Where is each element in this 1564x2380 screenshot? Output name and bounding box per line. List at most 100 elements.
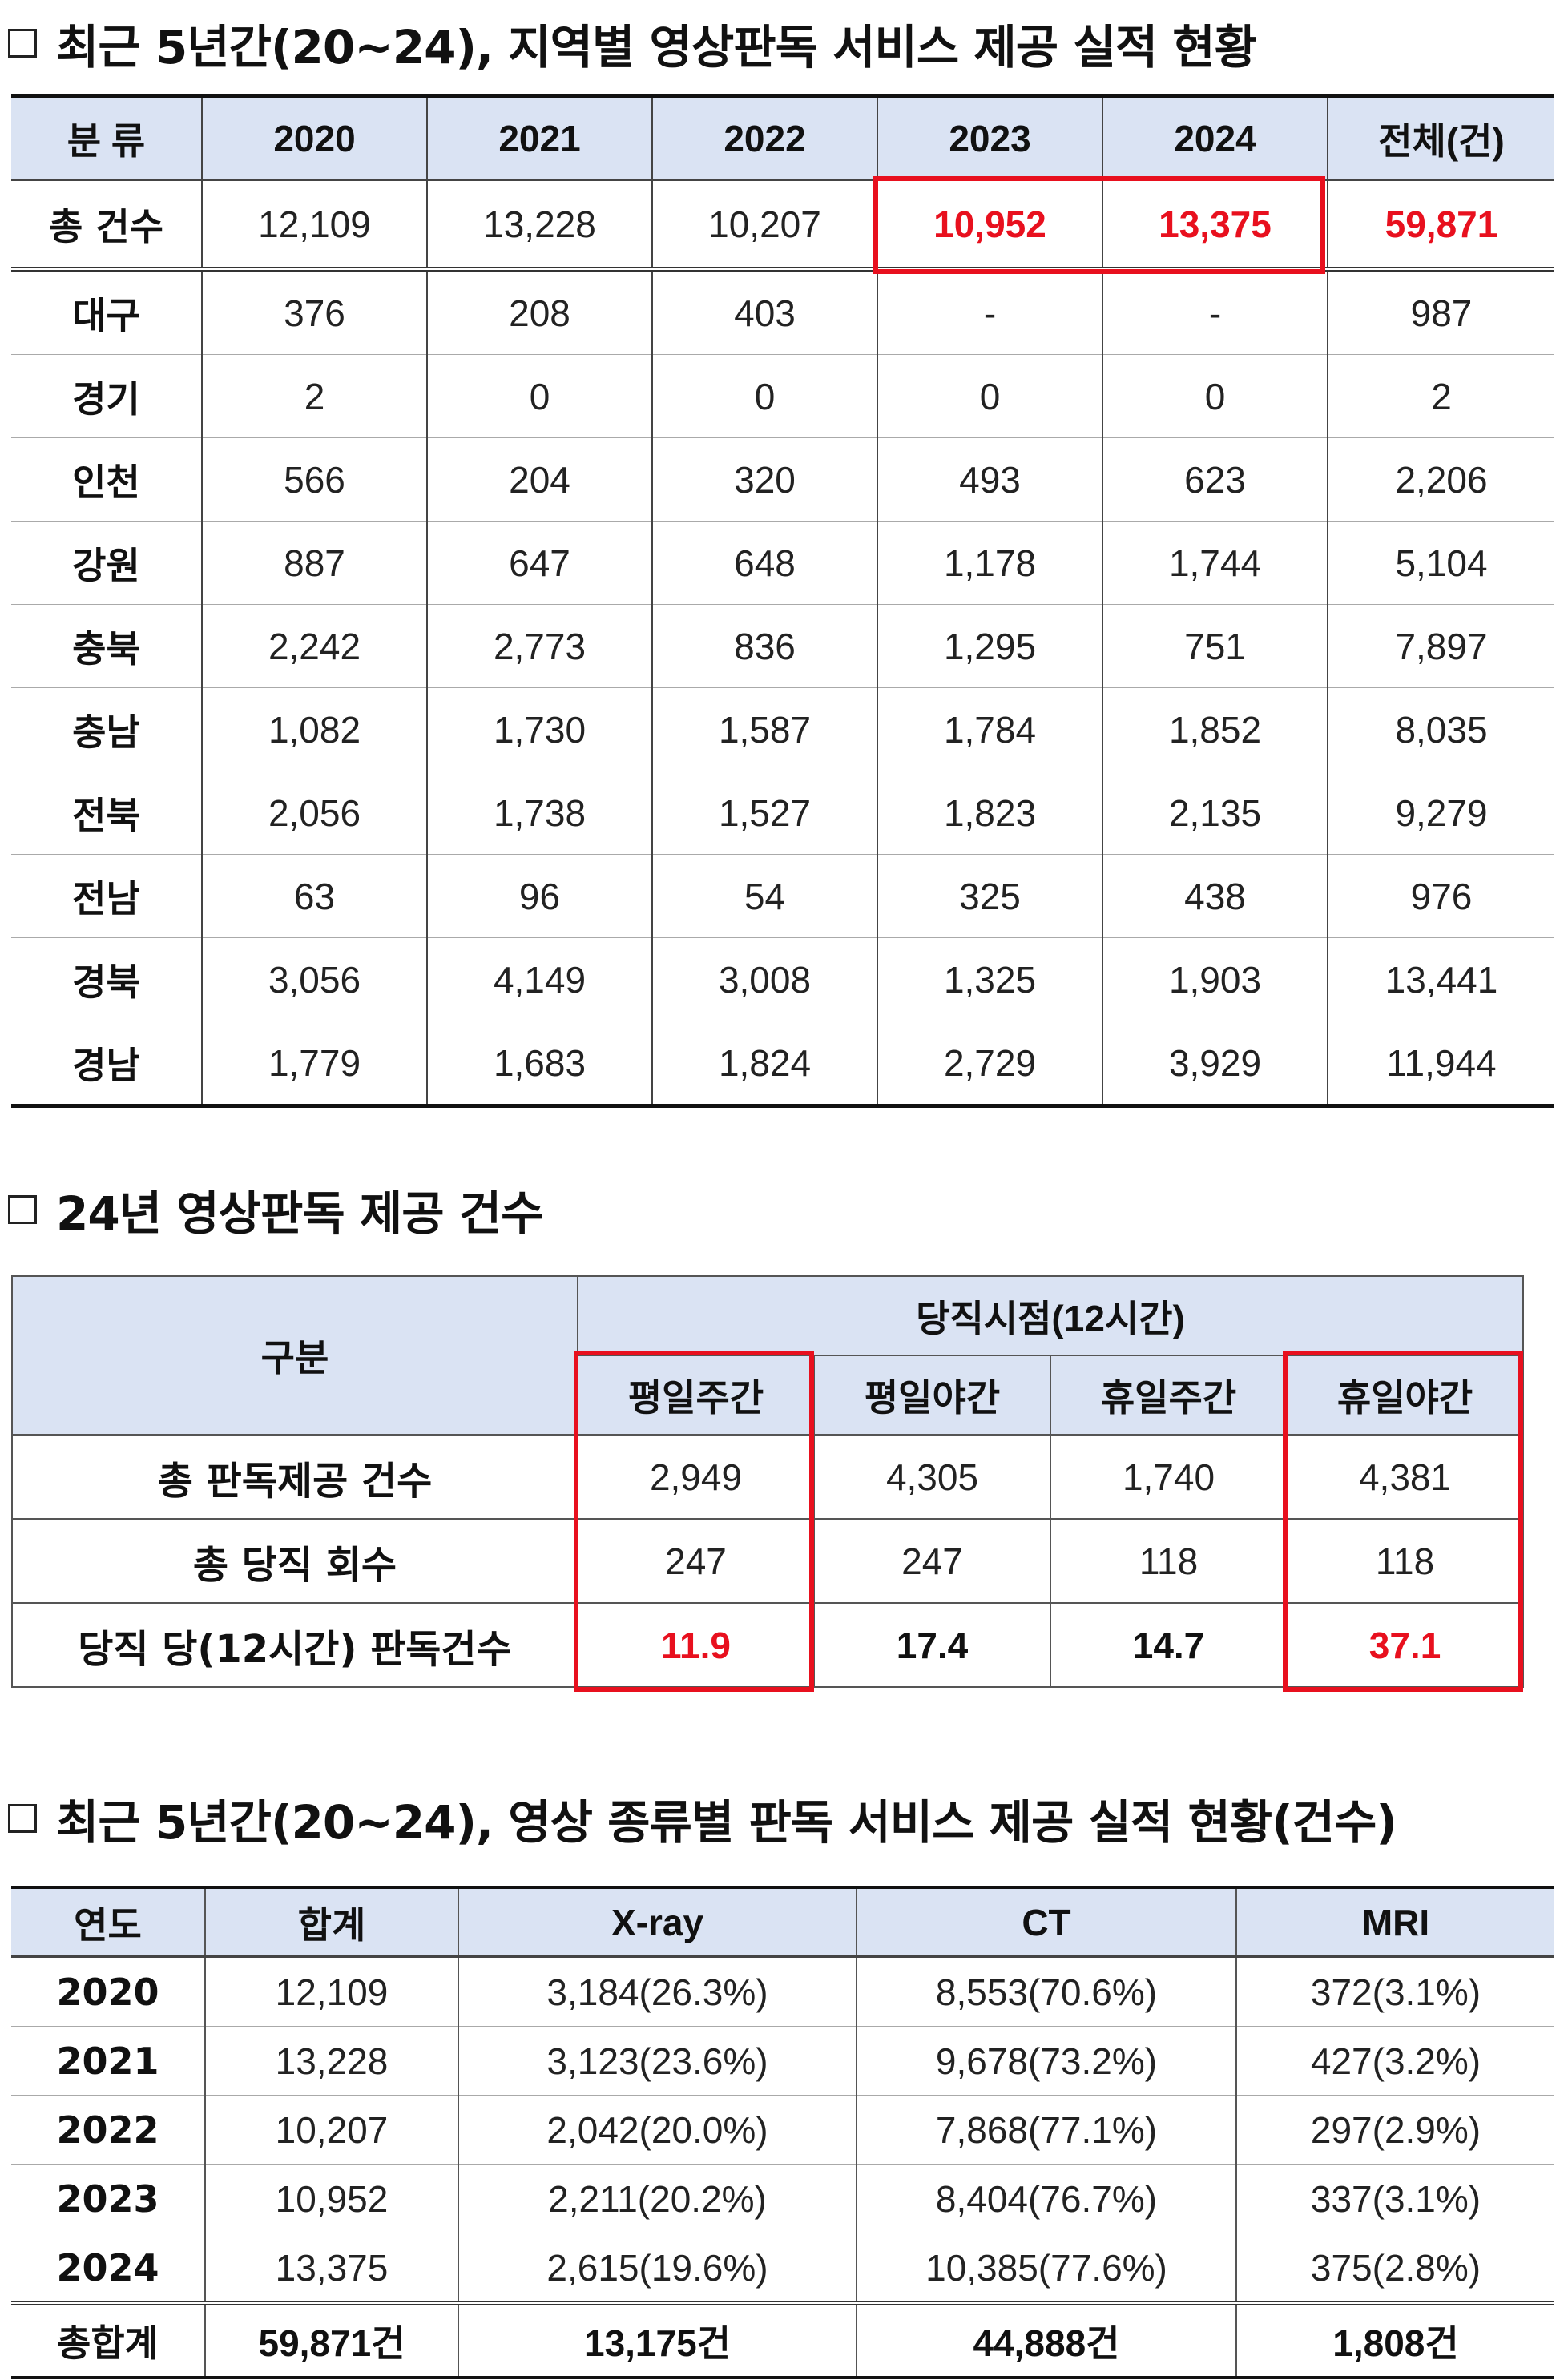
table-row: 2021 13,228 3,123(23.6%) 9,678(73.2%) 42… xyxy=(11,2026,1554,2096)
table-cell: 1,683 xyxy=(426,1021,653,1108)
table-cell: 2 xyxy=(1327,354,1554,438)
table-cell: 96 xyxy=(426,854,653,938)
table-cell: 1,587 xyxy=(651,687,878,771)
table-cell: 375(2.8%) xyxy=(1235,2233,1554,2304)
row-label: 총합계 xyxy=(11,2301,206,2379)
table-cell: 5,104 xyxy=(1327,521,1554,605)
table-row: 총 당직 회수 247 247 118 118 xyxy=(11,1518,1525,1604)
table-cell: 8,404(76.7%) xyxy=(856,2164,1237,2233)
col-header: CT xyxy=(856,1886,1237,1958)
table-row: 2020 12,109 3,184(26.3%) 8,553(70.6%) 37… xyxy=(11,1956,1554,2027)
row-label: 충북 xyxy=(11,604,203,688)
table-row: 경기 2 0 0 0 0 2 xyxy=(11,354,1554,438)
col-header: MRI xyxy=(1235,1886,1554,1958)
row-label: 인천 xyxy=(11,437,203,522)
table-cell: 7,897 xyxy=(1327,604,1554,688)
table-cell: 648 xyxy=(651,521,878,605)
table-header-row: 평일주간 평일야간 휴일주간 휴일야간 xyxy=(12,1355,1525,1436)
table-cell: 2,042(20.0%) xyxy=(458,2095,857,2165)
table-cell: 1,744 xyxy=(1102,521,1328,605)
table-cell: 493 xyxy=(877,437,1103,522)
row-label: 경기 xyxy=(11,354,203,438)
row-label: 총 판독제공 건수 xyxy=(11,1434,578,1520)
table-cell: 2,949 xyxy=(577,1434,815,1520)
table-row: 전남 63 96 54 325 438 976 xyxy=(11,854,1554,938)
table-cell: 1,082 xyxy=(201,687,428,771)
table-cell: 647 xyxy=(426,521,653,605)
row-label: 충남 xyxy=(11,687,203,771)
table-cell: 1,178 xyxy=(877,521,1103,605)
table-cell: 11,944 xyxy=(1327,1021,1554,1108)
table-cell: 403 xyxy=(651,269,878,355)
table-cell: 14.7 xyxy=(1050,1602,1288,1688)
table-cell: 320 xyxy=(651,437,878,522)
table-row: 2023 10,952 2,211(20.2%) 8,404(76.7%) 33… xyxy=(11,2164,1554,2233)
table-row: 경남 1,779 1,683 1,824 2,729 3,929 11,944 xyxy=(11,1021,1554,1108)
row-label: 총 당직 회수 xyxy=(11,1518,578,1604)
checkbox-icon xyxy=(8,1195,37,1224)
table-cell: 0 xyxy=(1102,354,1328,438)
row-label: 대구 xyxy=(11,269,203,355)
table-cell: 0 xyxy=(877,354,1103,438)
table-cell: 13,375 xyxy=(204,2233,459,2304)
modality-table: 연도 합계 X-ray CT MRI 2020 12,109 3,184(26.… xyxy=(11,1886,1554,2379)
table-cell: - xyxy=(877,269,1103,355)
row-label: 2022 xyxy=(11,2095,206,2165)
table-cell: 3,929 xyxy=(1102,1021,1328,1108)
corner-header: 구분 xyxy=(11,1275,578,1436)
table-cell: 3,184(26.3%) xyxy=(458,1956,857,2027)
table-cell: 63 xyxy=(201,854,428,938)
row-label: 전남 xyxy=(11,854,203,938)
table-header-row: 연도 합계 X-ray CT MRI xyxy=(11,1886,1554,1958)
table-cell: - xyxy=(1102,269,1328,355)
table-cell-highlight: 10,952 xyxy=(877,179,1103,272)
table-cell: 1,852 xyxy=(1102,687,1328,771)
table-cell: 1,527 xyxy=(651,771,878,855)
table-cell: 9,678(73.2%) xyxy=(856,2026,1237,2096)
table-cell: 2,056 xyxy=(201,771,428,855)
table-cell: 118 xyxy=(1285,1518,1525,1604)
table-cell: 438 xyxy=(1102,854,1328,938)
table-cell: 12,109 xyxy=(204,1956,459,2027)
col-header: 휴일야간 xyxy=(1285,1355,1525,1436)
table-cell: 4,149 xyxy=(426,937,653,1021)
table-row: 대구 376 208 403 - - 987 xyxy=(11,269,1554,355)
table-cell: 427(3.2%) xyxy=(1235,2026,1554,2096)
table-cell: 13,441 xyxy=(1327,937,1554,1021)
table-cell: 2 xyxy=(201,354,428,438)
table-cell: 13,175건 xyxy=(458,2301,857,2379)
table-cell: 325 xyxy=(877,854,1103,938)
table-cell: 376 xyxy=(201,269,428,355)
table-cell: 623 xyxy=(1102,437,1328,522)
table-cell: 976 xyxy=(1327,854,1554,938)
col-header: X-ray xyxy=(458,1886,857,1958)
table-cell: 1,738 xyxy=(426,771,653,855)
table-cell: 2,773 xyxy=(426,604,653,688)
table-cell: 3,008 xyxy=(651,937,878,1021)
table-cell: 2,729 xyxy=(877,1021,1103,1108)
table-cell: 0 xyxy=(651,354,878,438)
table-cell: 4,381 xyxy=(1285,1434,1525,1520)
table-cell: 2,135 xyxy=(1102,771,1328,855)
table-cell: 1,779 xyxy=(201,1021,428,1108)
row-label: 경남 xyxy=(11,1021,203,1108)
table-cell-highlight: 59,871 xyxy=(1327,179,1554,272)
table-cell: 10,952 xyxy=(204,2164,459,2233)
table-header-row: 구분 당직시점(12시간) xyxy=(11,1275,1525,1436)
col-header: 2024 xyxy=(1102,94,1328,181)
table-row: 2022 10,207 2,042(20.0%) 7,868(77.1%) 29… xyxy=(11,2095,1554,2165)
row-label: 당직 당(12시간) 판독건수 xyxy=(11,1602,578,1688)
table-cell-highlight: 11.9 xyxy=(577,1602,815,1688)
col-header: 전체(건) xyxy=(1327,94,1554,181)
col-header: 연도 xyxy=(11,1886,206,1958)
table-cell: 1,824 xyxy=(651,1021,878,1108)
table-cell: 987 xyxy=(1327,269,1554,355)
checkbox-icon xyxy=(8,1804,37,1833)
table-cell: 1,823 xyxy=(877,771,1103,855)
group-header: 당직시점(12시간) xyxy=(576,1275,1525,1356)
table-row: 충북 2,242 2,773 836 1,295 751 7,897 xyxy=(11,604,1554,688)
table-cell: 751 xyxy=(1102,604,1328,688)
table-cell: 1,808건 xyxy=(1235,2301,1554,2379)
table-cell: 566 xyxy=(201,437,428,522)
table-row: 전북 2,056 1,738 1,527 1,823 2,135 9,279 xyxy=(11,771,1554,855)
